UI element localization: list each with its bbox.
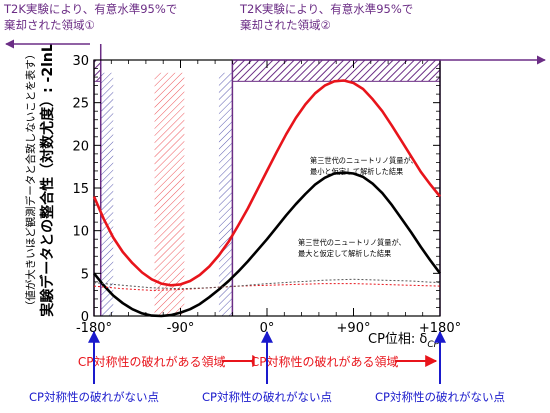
region1-label: T2K実験により、有意水準95%で棄却された領域①: [3, 2, 177, 32]
cp-violation-left-label: CP対称性の破れがある領域: [78, 354, 226, 369]
hatched-band-3: [218, 72, 233, 316]
cp-violation-right-label-bg: [254, 353, 395, 369]
series-line-1: [92, 79, 442, 287]
y-tick-label: 30: [72, 54, 89, 69]
y-tick-label: 0: [81, 310, 89, 325]
x-axis-label: CP位相: δCP: [368, 332, 440, 350]
y-tick-label: 5: [81, 267, 89, 282]
hatched-band-2: [154, 72, 185, 316]
cp-conserved-right-label: CP対称性の破れがない点: [375, 390, 505, 404]
cp-conserved-mid-label: CP対称性の破れがない点: [202, 390, 332, 404]
black-curve-note: 第三世代のニュートリノ質量が、最大と仮定して解析した結果: [298, 238, 406, 258]
annotations: T2K実験により、有意水準95%で棄却された領域① T2K実験により、有意水準95…: [3, 2, 546, 404]
region2-label: T2K実験により、有意水準95%で棄却された領域②: [239, 2, 413, 32]
excluded-region-1: [93, 59, 102, 82]
x-tick-label: -90°: [167, 321, 195, 336]
x-tick-label: +180°: [419, 321, 461, 336]
series-line-2: [92, 171, 442, 318]
hatched-band-1: [100, 72, 114, 316]
series-lines: [92, 79, 442, 318]
x-tick-label: -180°: [76, 321, 112, 336]
y-axis-sublabel: （値が大きいほど観測データと合致しないことを表す）: [24, 49, 37, 312]
y-tick-label: 10: [72, 225, 89, 240]
series-line-4: [93, 278, 441, 290]
x-tick-label: +90°: [337, 321, 371, 336]
y-tick-label: 20: [72, 139, 89, 154]
y-tick-label: 25: [72, 97, 89, 112]
cp-violation-left-label-bg: [81, 353, 222, 369]
plot-frame: [93, 59, 441, 317]
hatched-bands: [100, 72, 233, 316]
y-tick-label: 15: [72, 182, 89, 197]
y-axis-label: 実験データとの整合性（対数尤度）: -2lnL: [39, 43, 56, 317]
cp-violation-right-label: CP対称性の破れがある領域: [251, 354, 399, 369]
red-curve-note: 第三世代のニュートリノ質量が、最小と仮定して解析した結果: [310, 156, 418, 176]
series-line-3: [93, 283, 441, 291]
cp-conserved-left-label: CP対称性の破れがない点: [29, 390, 159, 404]
